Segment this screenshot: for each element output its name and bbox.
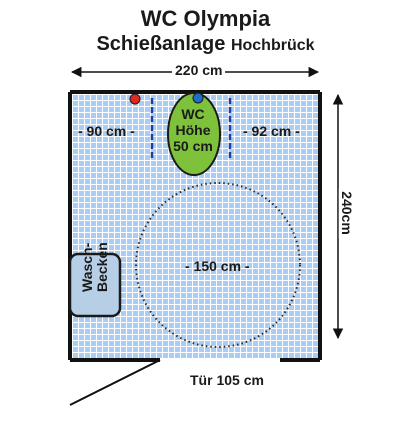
flush-button-red[interactable]: [129, 93, 141, 105]
sink-label-line-1: Wasch-: [79, 242, 95, 292]
door-leaf[interactable]: [69, 359, 161, 406]
sink: [68, 252, 122, 318]
sink-label: Wasch- Becken: [79, 242, 110, 292]
title-line-1: WC Olympia: [140, 6, 271, 31]
sink-label-line-2: Becken: [94, 242, 110, 292]
grab-bars: [150, 98, 232, 160]
walls: [68, 90, 322, 362]
toilet-label-line-1: WC: [181, 106, 205, 122]
toilet-label-line-2: Höhe: [175, 122, 211, 138]
turning-circle-label: - 150 cm -: [185, 258, 250, 274]
toilet-label: WC Höhe 50 cm: [168, 106, 218, 154]
title-line-2: Schießanlage Hochbrück: [0, 33, 411, 56]
toilet-label-line-3: 50 cm: [173, 138, 213, 154]
flush-button-blue[interactable]: [192, 92, 204, 104]
title-location: Schießanlage: [96, 33, 226, 55]
room-width-label: 220 cm: [172, 62, 226, 78]
toilet-bowl: [167, 92, 221, 176]
room-height-label: 240cm: [338, 188, 355, 238]
left-clearance-label: - 90 cm -: [78, 123, 135, 139]
door-width-label: Tür 105 cm: [190, 372, 264, 388]
turning-circle: [135, 182, 301, 348]
title-sublocation: Hochbrück: [230, 37, 315, 54]
right-clearance-label: - 92 cm -: [243, 123, 300, 139]
